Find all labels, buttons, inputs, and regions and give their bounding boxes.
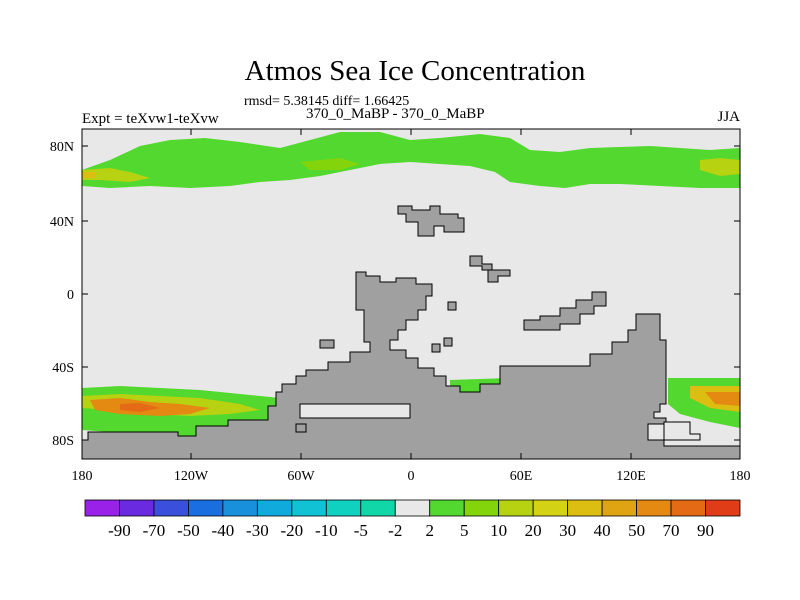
arctic-yellow-patch-2 bbox=[300, 158, 360, 170]
south-pacific-east-orange bbox=[705, 392, 740, 406]
colorbar-label: 30 bbox=[559, 521, 576, 540]
x-tick-label: 180 bbox=[72, 469, 93, 484]
land-east-strip bbox=[523, 291, 607, 331]
x-tick-label: 120E bbox=[616, 469, 646, 484]
land-north-asia bbox=[397, 205, 465, 237]
y-tick-label: 80N bbox=[50, 140, 74, 155]
colorbar-label: -40 bbox=[212, 521, 235, 540]
colorbar-label: 5 bbox=[460, 521, 469, 540]
colorbar-label: 20 bbox=[525, 521, 542, 540]
land-antarctic-cut bbox=[299, 403, 411, 419]
colorbar-box bbox=[153, 499, 189, 517]
colorbar-label: 50 bbox=[628, 521, 645, 540]
experiment-label: Expt = teXvw1-teXvw bbox=[82, 111, 219, 127]
colorbar-box bbox=[670, 499, 706, 517]
colorbar-box bbox=[119, 499, 155, 517]
arctic-yellow-patch bbox=[700, 158, 740, 176]
y-tick-label: 40S bbox=[52, 361, 74, 376]
colorbar-box bbox=[532, 499, 569, 517]
colorbar-label: -20 bbox=[281, 521, 304, 540]
arctic-green bbox=[82, 132, 740, 188]
y-tick-label: 0 bbox=[67, 288, 74, 303]
colorbar-box bbox=[705, 499, 741, 517]
colorbar-box bbox=[636, 499, 672, 517]
colorbar-box bbox=[256, 499, 293, 517]
colorbar-label: -30 bbox=[246, 521, 269, 540]
season-label: JJA bbox=[717, 109, 740, 125]
colorbar-labels: -90 -70 -50 -40 -30 -20 -10 -5 -2 2 5 10 20 30 40 50 70 9… bbox=[108, 521, 714, 540]
colorbar-box bbox=[394, 499, 431, 517]
x-tick-label: 60E bbox=[510, 469, 533, 484]
x-tick-label: 180 bbox=[730, 469, 751, 484]
colorbar-box bbox=[222, 499, 258, 517]
land-masses bbox=[81, 205, 741, 460]
colorbar-label: -50 bbox=[177, 521, 200, 540]
colorbar-label: 90 bbox=[697, 521, 714, 540]
colorbar-box bbox=[291, 499, 327, 517]
colorbar-label: -10 bbox=[315, 521, 338, 540]
arctic-orange bbox=[82, 172, 96, 178]
colorbar-box bbox=[429, 499, 465, 517]
southern-orange-dark bbox=[120, 403, 160, 412]
y-tick-labels: 80N 40N 0 40S 80S bbox=[50, 140, 74, 449]
arctic-yellow-green bbox=[82, 168, 150, 182]
land-islands-b bbox=[487, 269, 511, 283]
colorbar-box bbox=[360, 499, 396, 517]
colorbar-label: -70 bbox=[143, 521, 166, 540]
colorbar-label: 70 bbox=[663, 521, 680, 540]
colorbar-label: -90 bbox=[108, 521, 131, 540]
colorbar bbox=[84, 499, 741, 517]
colorbar-box bbox=[498, 499, 534, 517]
land-main bbox=[81, 271, 741, 460]
x-tick-label: 0 bbox=[408, 469, 415, 484]
colorbar-box bbox=[84, 499, 120, 517]
stats-label: rmsd= 5.38145 diff= 1.66425 bbox=[244, 94, 410, 109]
x-tick-labels: 180 120W 60W 0 60E 120E 180 bbox=[72, 469, 751, 484]
y-tick-label: 80S bbox=[52, 434, 74, 449]
period-label: 370_0_MaBP - 370_0_MaBP bbox=[306, 106, 485, 122]
arctic-band bbox=[82, 132, 740, 188]
colorbar-label: 10 bbox=[490, 521, 507, 540]
colorbar-box bbox=[463, 499, 500, 517]
land-small-3 bbox=[319, 339, 335, 349]
colorbar-box bbox=[188, 499, 224, 517]
colorbar-box bbox=[601, 499, 637, 517]
x-tick-label: 60W bbox=[287, 469, 315, 484]
land-small-1 bbox=[447, 301, 457, 311]
land-small-4 bbox=[443, 337, 453, 347]
land-se-island bbox=[663, 421, 701, 441]
colorbar-label: 2 bbox=[425, 521, 434, 540]
land-small-5 bbox=[295, 423, 307, 433]
colorbar-label: -5 bbox=[354, 521, 368, 540]
land-small-2 bbox=[431, 343, 441, 353]
colorbar-box bbox=[325, 499, 362, 517]
chart-title: Atmos Sea Ice Concentration bbox=[244, 55, 586, 87]
x-tick-label: 120W bbox=[174, 469, 209, 484]
colorbar-label: -2 bbox=[388, 521, 402, 540]
colorbar-box bbox=[567, 499, 603, 517]
axis-ticks bbox=[82, 129, 740, 459]
colorbar-label: 40 bbox=[594, 521, 611, 540]
y-tick-label: 40N bbox=[50, 215, 74, 230]
